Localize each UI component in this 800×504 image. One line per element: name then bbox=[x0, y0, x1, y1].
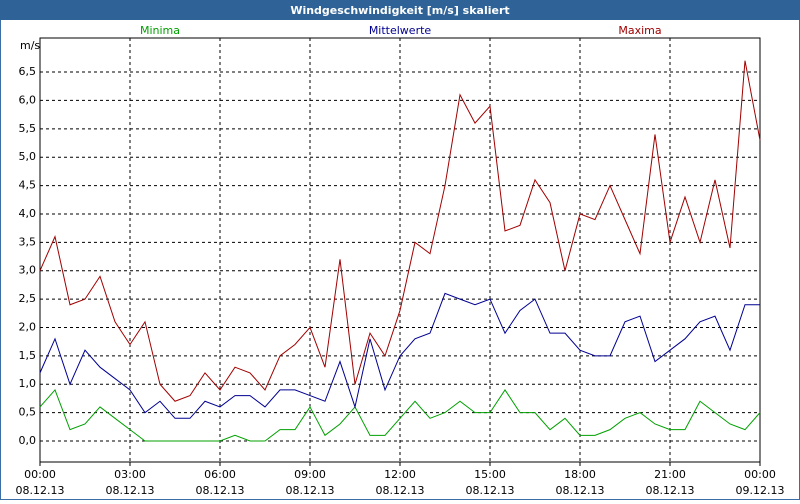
y-tick-label: 3,0 bbox=[19, 264, 37, 277]
y-tick-label: 4,0 bbox=[19, 207, 37, 220]
y-tick-label: 1,0 bbox=[19, 377, 37, 390]
y-tick-label: 2,5 bbox=[19, 292, 37, 305]
x-tick-date: 08.12.13 bbox=[646, 484, 695, 497]
data-line bbox=[39, 388, 761, 442]
legend-label: Minima bbox=[140, 24, 180, 37]
y-tick-label: 3,5 bbox=[19, 235, 37, 248]
x-tick-label: 00:00 bbox=[744, 468, 776, 481]
x-tick-date: 08.12.13 bbox=[16, 484, 65, 497]
x-tick-label: 06:00 bbox=[204, 468, 236, 481]
title-bar bbox=[0, 0, 800, 20]
x-tick-label: 03:00 bbox=[114, 468, 146, 481]
y-tick-label: 6,5 bbox=[19, 65, 37, 78]
data-line bbox=[39, 292, 760, 419]
x-tick-label: 00:00 bbox=[24, 468, 56, 481]
y-tick-label: 5,5 bbox=[19, 122, 37, 135]
x-tick-label: 12:00 bbox=[384, 468, 416, 481]
x-tick-date: 08.12.13 bbox=[196, 484, 245, 497]
y-axis-label: m/s bbox=[20, 39, 40, 52]
x-tick-date: 09.12.13 bbox=[736, 484, 785, 497]
chart-title: Windgeschwindigkeit [m/s] skaliert bbox=[290, 4, 509, 17]
y-tick-label: 5,0 bbox=[19, 150, 37, 163]
y-tick-label: 2,0 bbox=[19, 320, 37, 333]
x-tick-label: 09:00 bbox=[294, 468, 326, 481]
y-tick-label: 0,0 bbox=[19, 434, 37, 447]
legend-label: Maxima bbox=[618, 24, 661, 37]
y-tick-label: 4,5 bbox=[19, 179, 37, 192]
x-tick-date: 08.12.13 bbox=[376, 484, 425, 497]
x-tick-date: 08.12.13 bbox=[106, 484, 155, 497]
x-tick-date: 08.12.13 bbox=[286, 484, 335, 497]
x-tick-date: 08.12.13 bbox=[466, 484, 515, 497]
x-tick-label: 21:00 bbox=[654, 468, 686, 481]
data-line bbox=[39, 60, 761, 402]
y-tick-label: 1,5 bbox=[19, 349, 37, 362]
legend-label: Mittelwerte bbox=[369, 24, 432, 37]
x-tick-label: 18:00 bbox=[564, 468, 596, 481]
y-tick-label: 0,5 bbox=[19, 406, 37, 419]
x-tick-date: 08.12.13 bbox=[556, 484, 605, 497]
x-tick-label: 15:00 bbox=[474, 468, 506, 481]
y-tick-label: 6,0 bbox=[19, 93, 37, 106]
